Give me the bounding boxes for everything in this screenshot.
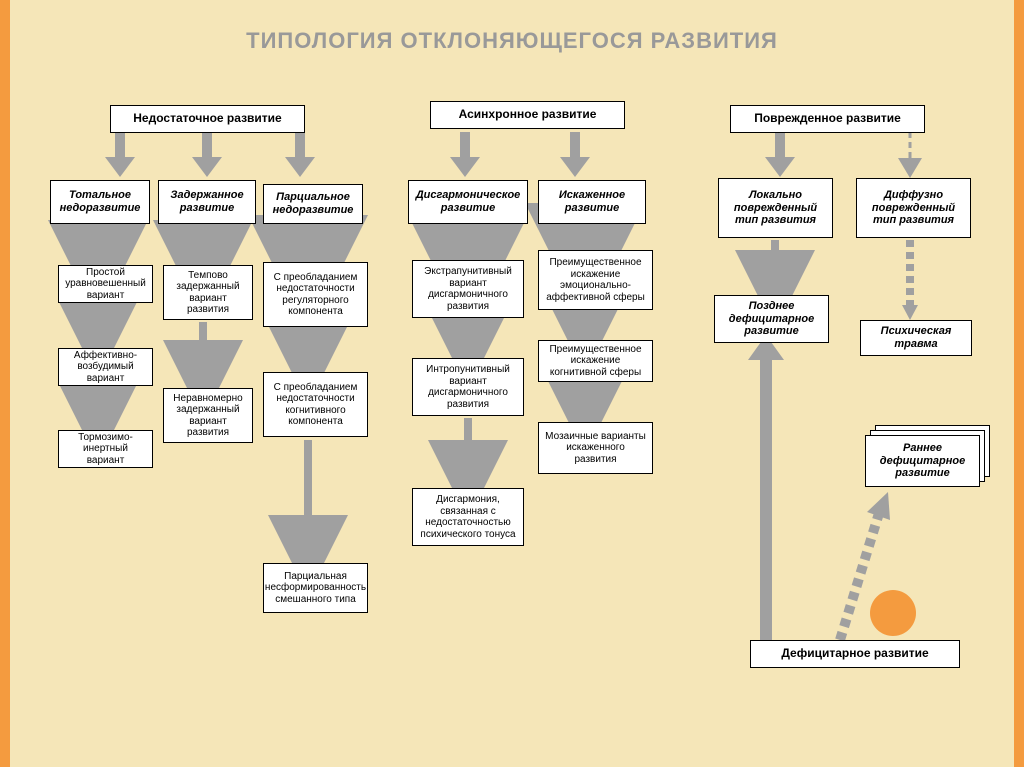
diagram-canvas: Недостаточное развитие Асинхронное разви… (10, 0, 1014, 767)
node-ekstra: Экстрапунитивный вариант дисгармоничного… (412, 260, 524, 318)
node-kognitiv: С преобладанием недостаточности когнитив… (263, 372, 368, 437)
sub-zaderzhannoe: Задержанное развитие (158, 180, 256, 224)
sub-totalnoe: Тотальное недоразвитие (50, 180, 150, 224)
node-tonus: Дисгармония, связанная с недостаточность… (412, 488, 524, 546)
node-tormozimo: Тормозимо-инертный вариант (58, 430, 153, 468)
bottom-header: Дефицитарное развитие (750, 640, 960, 668)
header-col1: Недостаточное развитие (110, 105, 305, 133)
node-affektivno: Аффективно-возбудимый вариант (58, 348, 153, 386)
accent-circle (870, 590, 916, 636)
sub-diffuzno: Диффузно поврежденный тип развития (856, 178, 971, 238)
sub-disgarm: Дисгармоническое развитие (408, 180, 528, 224)
sub-lokalno: Локально поврежденный тип развития (718, 178, 833, 238)
node-kognit-iskazh: Преимущественное искажение когнитивной с… (538, 340, 653, 382)
node-pozdnee: Позднее дефицитарное развитие (714, 295, 829, 343)
header-col3: Поврежденное развитие (730, 105, 925, 133)
node-rannee: Раннее дефицитарное развитие (865, 435, 980, 487)
node-tempovo: Темпово задержанный вариант развития (163, 265, 253, 320)
node-emoc: Преимущественное искажение эмоционально-… (538, 250, 653, 310)
node-regulyator: С преобладанием недостаточности регулято… (263, 262, 368, 327)
node-neravnomerno: Неравномерно задержанный вариант развити… (163, 388, 253, 443)
header-col2: Асинхронное развитие (430, 101, 625, 129)
node-mozaich: Мозаичные варианты искаженного развития (538, 422, 653, 474)
node-smesh: Парциальная несформированность смешанног… (263, 563, 368, 613)
sub-parcialnoe: Парциальное недоразвитие (263, 184, 363, 224)
node-psikh-travma: Психическая травма (860, 320, 972, 356)
node-prostoy: Простой уравновешенный вариант (58, 265, 153, 303)
node-rannee-stack: Раннее дефицитарное развитие (865, 435, 980, 487)
sub-iskazh: Искаженное развитие (538, 180, 646, 224)
node-intro: Интропунитивный вариант дисгармоничного … (412, 358, 524, 416)
